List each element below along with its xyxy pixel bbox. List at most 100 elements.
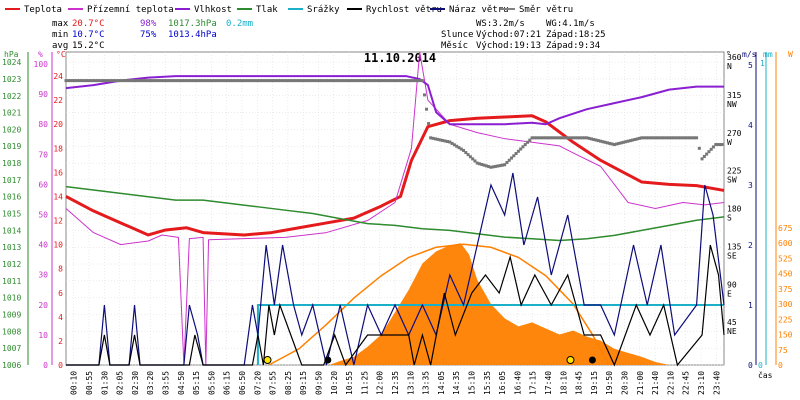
wind-direction-mark (669, 136, 673, 140)
tick-hpa: 1017 (2, 176, 21, 185)
x-tick-label: 23:10 (697, 371, 706, 395)
wind-direction-mark (206, 79, 210, 83)
wind-direction-mark (192, 79, 196, 83)
wind-direction-mark (185, 79, 189, 83)
x-tick-label: 07:55 (269, 371, 278, 395)
wind-direction-mark (158, 79, 162, 83)
wind-direction-mark (308, 79, 312, 83)
x-tick-label: 23:40 (712, 371, 721, 395)
x-tick-label: 06:15 (223, 371, 232, 395)
wind-direction-mark (621, 140, 625, 144)
wind-direction-mark (656, 136, 660, 140)
wind-direction-mark (560, 136, 564, 140)
wind-direction-mark (169, 79, 173, 83)
wind-direction-mark (123, 79, 127, 83)
tick-temp: 4 (58, 313, 63, 322)
wind-direction-mark (181, 79, 185, 83)
x-tick-label: 22:45 (682, 371, 691, 395)
x-tick-label: 09:15 (299, 371, 308, 395)
wind-direction-mark (91, 79, 95, 83)
wind-direction-mark (433, 137, 437, 141)
wind-direction-mark (468, 155, 472, 159)
wind-direction-mark (382, 79, 386, 83)
wind-direction-mark (64, 79, 68, 83)
x-tick-label: 19:15 (590, 371, 599, 395)
tick-hpa: 1008 (2, 327, 21, 336)
wind-direction-mark (457, 146, 461, 150)
wind-direction-mark (366, 79, 370, 83)
wind-direction-mark (633, 138, 637, 142)
wind-direction-mark (418, 79, 422, 83)
x-tick-label: 20:30 (621, 371, 630, 395)
wind-direction-mark (519, 147, 523, 151)
wind-direction-mark (324, 79, 328, 83)
axis-label-mm: mm (763, 50, 773, 59)
wind-direction-mark (251, 79, 255, 83)
wind-direction-mark (411, 79, 415, 83)
tick-wm2: 150 (778, 331, 793, 340)
wind-direction-mark (244, 79, 248, 83)
wind-direction-mark (546, 136, 550, 140)
wind-direction-mark (98, 79, 102, 83)
tick-dir-value: 90 (727, 280, 737, 289)
wind-direction-mark (270, 79, 274, 83)
x-tick-label: 15:10 (468, 371, 477, 395)
wind-direction-mark (567, 136, 571, 140)
wind-direction-mark (178, 79, 182, 83)
tick-hpa: 1022 (2, 92, 21, 101)
tick-wm2: 375 (778, 285, 793, 294)
wind-direction-mark (208, 79, 212, 83)
wind-direction-mark (82, 79, 86, 83)
wind-direction-mark (425, 107, 429, 111)
sun-event-marker (263, 356, 272, 364)
wind-direction-mark (347, 79, 351, 83)
legend-label: Srážky (307, 5, 340, 15)
wind-direction-mark (667, 136, 671, 140)
wind-direction-mark (306, 79, 310, 83)
tick-hpa: 1007 (2, 344, 21, 353)
wind-direction-mark (276, 79, 280, 83)
wind-direction-mark (596, 139, 600, 143)
wind-direction-mark (498, 164, 502, 168)
wind-direction-mark (692, 136, 696, 140)
wind-direction-mark (288, 79, 292, 83)
wind-direction-mark (197, 79, 201, 83)
wind-direction-mark (242, 79, 246, 83)
stat-max-press: 1017.3hPa (168, 19, 217, 29)
stat-max-rain: 0.2mm (226, 19, 253, 29)
tick-dir-value: 270 (727, 129, 742, 138)
wind-direction-mark (203, 79, 207, 83)
wind-direction-mark (101, 79, 105, 83)
wind-direction-mark (637, 136, 641, 140)
wind-direction-mark (422, 93, 426, 97)
wind-direction-mark (651, 136, 655, 140)
wind-direction-mark (642, 136, 646, 140)
wind-direction-mark (304, 79, 308, 83)
tick-hpa: 1012 (2, 260, 21, 269)
stat-label: max (52, 19, 69, 29)
x-tick-label: 13:35 (422, 371, 431, 395)
wind-direction-mark (700, 157, 704, 161)
axis-label-temp: °C (56, 50, 66, 59)
tick-hpa: 1013 (2, 243, 21, 252)
rain-accumulation-line (256, 304, 724, 365)
x-tick-label: 21:00 (636, 371, 645, 395)
wind-direction-mark (363, 79, 367, 83)
x-tick-label: 22:10 (666, 371, 675, 395)
x-tick-label: 19:50 (605, 371, 614, 395)
wind-direction-mark (571, 136, 575, 140)
wind-direction-mark (327, 79, 331, 83)
wind-direction-mark (329, 79, 333, 83)
axis-label-pct: % (38, 50, 43, 59)
tick-dir-value: 45 (727, 318, 737, 327)
wind-direction-mark (73, 79, 77, 83)
wind-direction-mark (599, 139, 603, 143)
tick-hpa: 1024 (2, 58, 21, 67)
wind-direction-mark (370, 79, 374, 83)
x-tick-label: 05:15 (192, 371, 201, 395)
tick-dir-name: NW (727, 100, 737, 109)
wind-direction-mark (217, 79, 221, 83)
wind-direction-mark (238, 79, 242, 83)
legend-label: Směr větru (519, 5, 573, 15)
tick-wm2: 600 (778, 239, 793, 248)
